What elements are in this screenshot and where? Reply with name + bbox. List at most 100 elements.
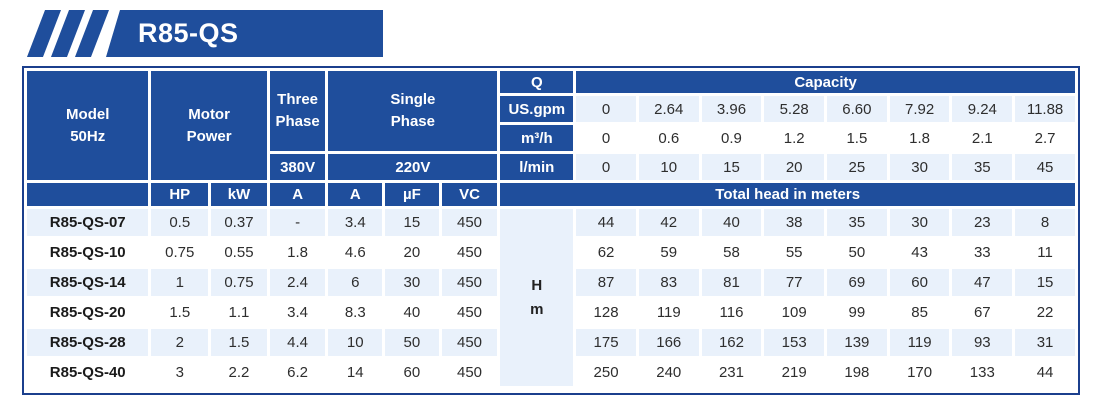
spec-value-cell: 1.5 [169,304,191,321]
model-cell: R85-QS-20 [49,304,126,321]
head-value-cell: 50 [848,244,866,261]
head-value-cell: 47 [952,269,1013,296]
spec-value-cell: 20 [403,244,421,261]
head-value-cell: 11 [1037,244,1053,261]
head-value-cell: 240 [656,364,682,381]
spec-row: R85-QS-07 0.5 0.37-3.4 15 450 H m 44 42 40 38 35 30… [27,209,1075,386]
spec-value-cell: 2 [151,329,209,356]
head-value-cell: 81 [701,269,762,296]
head-value-cell: 87 [576,269,636,296]
header-single-phase: Single Phase [328,71,498,151]
model-cell: R85-QS-10 [49,244,126,261]
head-value-cell: 44 [576,209,636,236]
spec-value-cell: 450 [441,329,498,356]
flow-value-cell: 0.9 [721,129,742,147]
head-value-cell: 119 [889,329,950,356]
head-value-cell: 15 [1015,269,1075,296]
head-value-cell: 153 [764,329,825,356]
unit-m3h: m³/h [500,125,574,151]
flow-value-cell: 1.2 [783,129,805,147]
spec-value-cell: 8.3 [344,304,366,321]
spec-value-cell: 2.4 [269,269,326,296]
head-value-cell: 44 [1036,364,1054,381]
unit-lmin: l/min [500,154,574,180]
head-value-cell: 77 [764,269,825,296]
header-capacity: Capacity [576,71,1075,93]
flow-value-cell: 1.5 [846,129,868,147]
head-value-cell: 166 [638,329,699,356]
head-value-cell: 42 [638,209,699,236]
total-head-header: Total head in meters [500,183,1075,206]
spec-value-cell: 450 [441,209,498,236]
head-value-cell: 38 [764,209,825,236]
spec-header-a380: A [269,183,326,206]
head-value-cell: 231 [718,364,744,381]
head-value-cell: 31 [1015,329,1075,356]
spec-value-cell: 450 [457,304,483,321]
head-value-cell: 85 [911,304,928,321]
spec-value-cell: 40 [403,304,421,321]
spec-value-cell: 3.4 [328,209,383,236]
flow-value-cell: 1.8 [909,129,931,147]
flow-value-cell: 7.92 [889,96,950,122]
spec-value-cell: 3 [175,364,184,381]
header-motor-power: Motor Power [151,71,267,180]
spec-value-cell: 60 [403,364,421,381]
header-model: Model 50Hz [27,71,149,180]
flow-value-cell: 25 [827,154,887,180]
spec-value-cell: 0.55 [224,244,254,261]
flow-value-cell: 2.1 [971,129,993,147]
head-value-cell: 116 [719,304,744,321]
header-q: Q [500,71,574,93]
flow-row-lmin: 380V 220V l/min 0 10 15 20 25 30 35 45 [27,154,1075,180]
head-value-cell: 109 [781,304,807,321]
voltage-220: 220V [328,154,498,180]
spec-value-cell: 4.6 [344,244,366,261]
flow-value-cell: 10 [638,154,699,180]
flow-value-cell: 45 [1015,154,1075,180]
unit-usgpm: US.gpm [500,96,574,122]
head-value-cell: 62 [597,244,615,261]
flow-value-cell: 6.60 [827,96,887,122]
head-value-cell: 198 [844,364,870,381]
head-value-cell: 40 [701,209,762,236]
spec-header-row: HP kW A A µF VC Total head in meters [27,183,1075,206]
spec-row: R85-QS-40 3 2.2 6.2 14 60 450 250 240 231 219 198 17… [27,359,1075,386]
flow-value-cell: 15 [701,154,762,180]
head-value-cell: 59 [660,244,678,261]
head-value-cell: 35 [827,209,887,236]
head-value-cell: 170 [907,364,933,381]
spec-row: R85-QS-28 2 1.5 4.4 10 50 450 175 166 162 153 139 11… [27,329,1075,356]
flow-value-cell: 0 [576,96,636,122]
head-value-cell: 99 [848,304,866,321]
head-value-cell: 30 [889,209,950,236]
flow-value-cell: 9.24 [952,96,1013,122]
flow-value-cell: 2.7 [1034,129,1056,147]
flow-value-cell: 20 [764,154,825,180]
spec-header-vc: VC [441,183,498,206]
head-value-cell: 119 [656,304,681,321]
model-cell: R85-QS-14 [27,269,149,296]
head-value-cell: 67 [973,304,991,321]
spec-table-wrapper: Model 50Hz Motor Power Three Phase Singl… [22,66,1080,395]
spec-value-cell: 10 [328,329,383,356]
head-value-cell: 23 [952,209,1013,236]
flow-value-cell: 0.6 [658,129,680,147]
head-value-cell: 219 [781,364,807,381]
spec-row: R85-QS-20 1.5 1.1 3.4 8.3 40 450 128 119 116 109 99… [27,299,1075,326]
head-value-cell: 43 [911,244,928,261]
spec-value-cell: 0.75 [211,269,267,296]
banner: R85-QS [26,10,383,57]
head-value-cell: 162 [701,329,762,356]
flow-value-cell: 0 [601,129,611,147]
spec-value-cell: 1.1 [228,304,250,321]
head-value-cell: 175 [576,329,636,356]
spec-row: R85-QS-10 0.75 0.55 1.8 4.6 20 450 62 59 58 55 50 43… [27,239,1075,266]
header-three-phase: Three Phase [269,71,326,151]
spec-value-cell: 0.75 [165,244,195,261]
flow-row-usgpm: US.gpm 0 2.64 3.96 5.28 6.60 7.92 9.24 11.88 [27,96,1075,122]
spec-header-kw: kW [211,183,267,206]
spec-value-cell: 6 [328,269,383,296]
head-value-cell: 69 [827,269,887,296]
